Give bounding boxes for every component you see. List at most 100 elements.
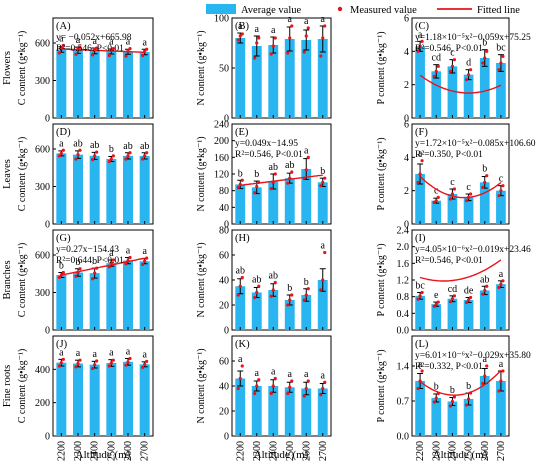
significance-letter: a [321,370,326,381]
measured-point [74,365,78,369]
significance-letter: a [126,37,131,48]
measured-point [450,192,455,196]
y-axis-label: N content (g•kg⁻¹) [196,242,207,317]
measured-point [432,400,436,404]
bar [431,200,442,224]
significance-letter: a [76,35,81,46]
measured-point [273,36,277,40]
measured-point [126,360,130,364]
significance-letter: ab [269,271,278,282]
fit-statistics: R²=0.546, P<0.01 [235,150,303,160]
measured-point [450,64,455,68]
bar [251,292,262,330]
significance-letter: b [482,38,487,49]
measured-point [107,53,111,58]
panel-letter: (K) [235,339,250,350]
bar [301,169,312,224]
bar [463,300,474,330]
significance-letter: a [288,14,293,25]
measured-point [236,185,240,189]
measured-point [306,26,310,30]
measured-point [321,36,325,40]
measured-point [124,54,128,58]
legend-fitted-label: Fitted line [477,5,520,16]
measured-point [481,381,485,386]
measured-point [286,181,290,185]
measured-point [468,68,473,72]
fit-statistics: R²=0.332, P<0.01 [415,362,483,372]
panel-letter: (J) [56,339,68,350]
bar [447,194,458,224]
measured-point [416,297,420,301]
measured-point [273,376,277,381]
measured-point [78,267,82,271]
y-tick-label: 0 [224,326,229,337]
measured-point [109,361,113,365]
measured-point [306,379,310,383]
measured-point [448,69,453,73]
y-axis-label: P content (g•kg⁻¹) [376,349,387,422]
bar [73,363,83,436]
measured-point [107,159,111,164]
significance-letter: ab [140,141,149,152]
bar [268,386,279,436]
measured-point [236,386,240,391]
y-axis-label: C content (g•kg⁻¹) [17,243,28,318]
significance-letter: b [254,169,259,180]
measured-point [143,259,147,263]
measured-point [420,159,424,163]
measured-point [111,47,115,51]
y-tick-label: 200 [214,136,229,147]
measured-point [466,73,471,77]
significance-letter: ab [269,162,278,173]
measured-point [257,36,261,40]
measured-point [319,54,323,58]
bar [106,363,117,436]
significance-letter: a [304,16,309,27]
measured-point [306,155,310,159]
measured-point [286,51,290,55]
measured-point [466,397,471,401]
measured-point [257,284,261,288]
measured-point [74,52,78,56]
bar [431,304,442,330]
bar [415,174,425,224]
measured-point [238,34,242,38]
measured-point [483,56,487,60]
significance-letter: a [109,37,114,48]
significance-letter: b [482,164,487,175]
x-tick-label: 2200 [56,441,67,461]
measured-point [145,47,149,51]
measured-point [145,256,149,260]
measured-point [485,284,489,288]
x-tick-label: 2300 [73,441,84,461]
measured-point [499,189,503,193]
measured-point [416,180,420,184]
y-axis-label: P content (g•kg⁻¹) [376,137,387,210]
bar [89,273,100,330]
significance-letter: a [321,14,326,25]
fit-equation: y=4.05×10⁻⁶x²−0.019x+23.46 [415,245,531,255]
measured-point [464,403,469,407]
measured-point [464,300,469,305]
measured-point [483,180,487,184]
panel-frame [52,17,154,119]
measured-point [236,38,240,42]
significance-letter: c [466,182,471,193]
bar [496,63,506,118]
measured-point [95,150,99,154]
significance-letter: b [238,168,243,179]
measured-point [319,288,323,292]
measured-point [109,157,113,161]
row-label-leaves: Leaves [2,159,13,189]
measured-point [253,56,257,60]
measured-point [323,380,327,384]
y-tick-label: 600 [35,39,50,50]
bar [415,295,425,330]
y-tick-label: 0 [404,220,409,231]
significance-letter: a [321,241,326,252]
